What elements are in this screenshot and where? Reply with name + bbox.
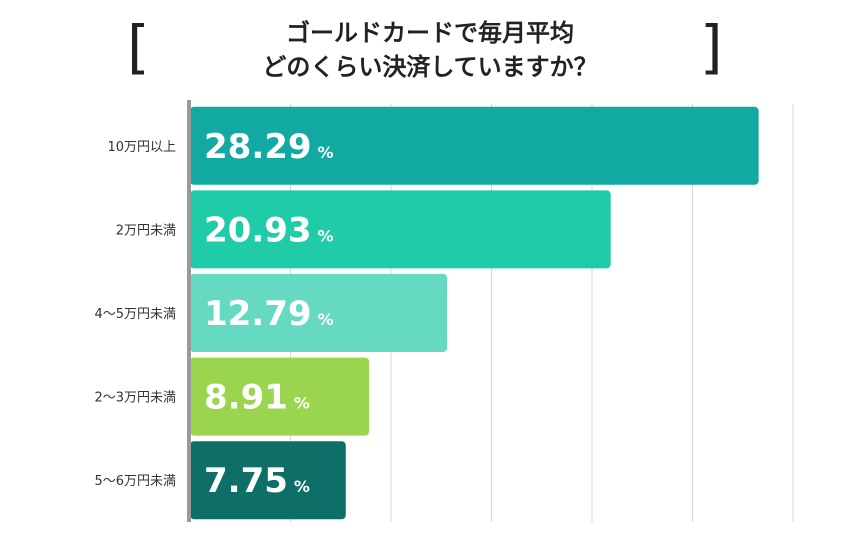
value-unit-3: % [318,310,334,329]
bar-4 [190,357,370,436]
chart-title-line-2: どのくらい決済していますか？ [262,53,598,81]
left-bracket: [ [127,13,150,81]
value-unit-4: % [294,394,310,413]
value-unit-2: % [318,226,334,245]
category-label-2: 2万円未満 [116,223,176,238]
value-label-2: 20.93 [204,210,312,250]
category-label-1: 10万円以上 [107,140,176,155]
value-label-3: 12.79 [204,294,312,334]
chart-title: ゴールドカードで毎月平均 どのくらい決済していますか？ [200,16,660,84]
category-label-3: 4〜5万円未満 [94,307,176,322]
bar-5 [190,441,346,520]
chart-title-line-1: ゴールドカードで毎月平均 [286,19,574,47]
right-bracket: ] [700,13,723,81]
bar-3 [190,274,448,352]
value-unit-1: % [318,143,334,162]
value-label-1: 28.29 [204,127,312,167]
value-unit-5: % [294,477,310,496]
category-label-4: 2〜3万円未満 [94,391,176,406]
bar-2 [190,190,611,269]
value-label-4: 8.91 [204,378,288,418]
value-label-5: 7.75 [204,461,288,501]
category-label-5: 5〜6万円未満 [94,474,176,489]
bar-1 [190,106,759,185]
